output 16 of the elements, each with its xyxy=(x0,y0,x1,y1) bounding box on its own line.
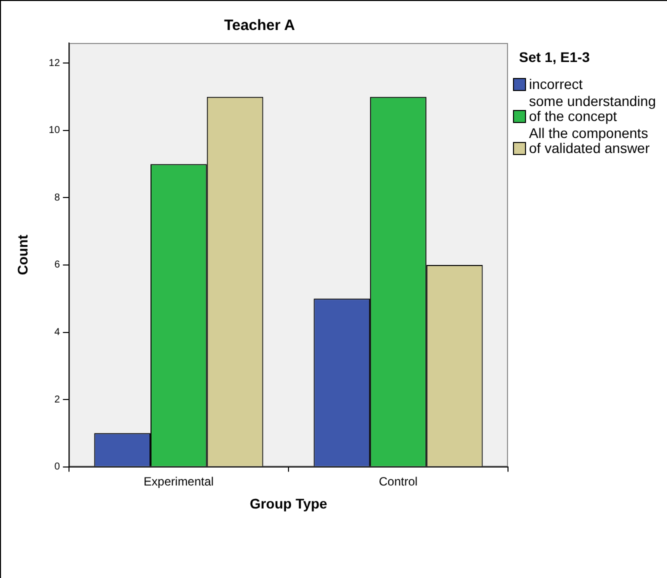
y-tick-label: 4 xyxy=(54,327,60,338)
legend-label: incorrect xyxy=(529,76,583,92)
y-tick-label: 8 xyxy=(54,192,60,204)
y-tick-label: 12 xyxy=(48,58,60,69)
x-axis-title: Group Type xyxy=(250,495,328,512)
x-tick-label: Experimental xyxy=(144,474,214,488)
x-tick-label: Control xyxy=(378,474,418,488)
y-tick-label: 2 xyxy=(54,394,60,406)
y-tick-label: 10 xyxy=(48,125,60,136)
legend-label: All the components of validated answer xyxy=(529,125,651,156)
y-tick-label: 6 xyxy=(54,260,60,271)
legend-label: some understanding of the concept xyxy=(529,93,657,124)
y-axis-title: Count xyxy=(14,234,30,276)
legend-title: Set 1, E1-3 xyxy=(519,49,591,65)
y-tick-label: 0 xyxy=(54,462,60,473)
chart-title: Teacher A xyxy=(224,17,296,34)
